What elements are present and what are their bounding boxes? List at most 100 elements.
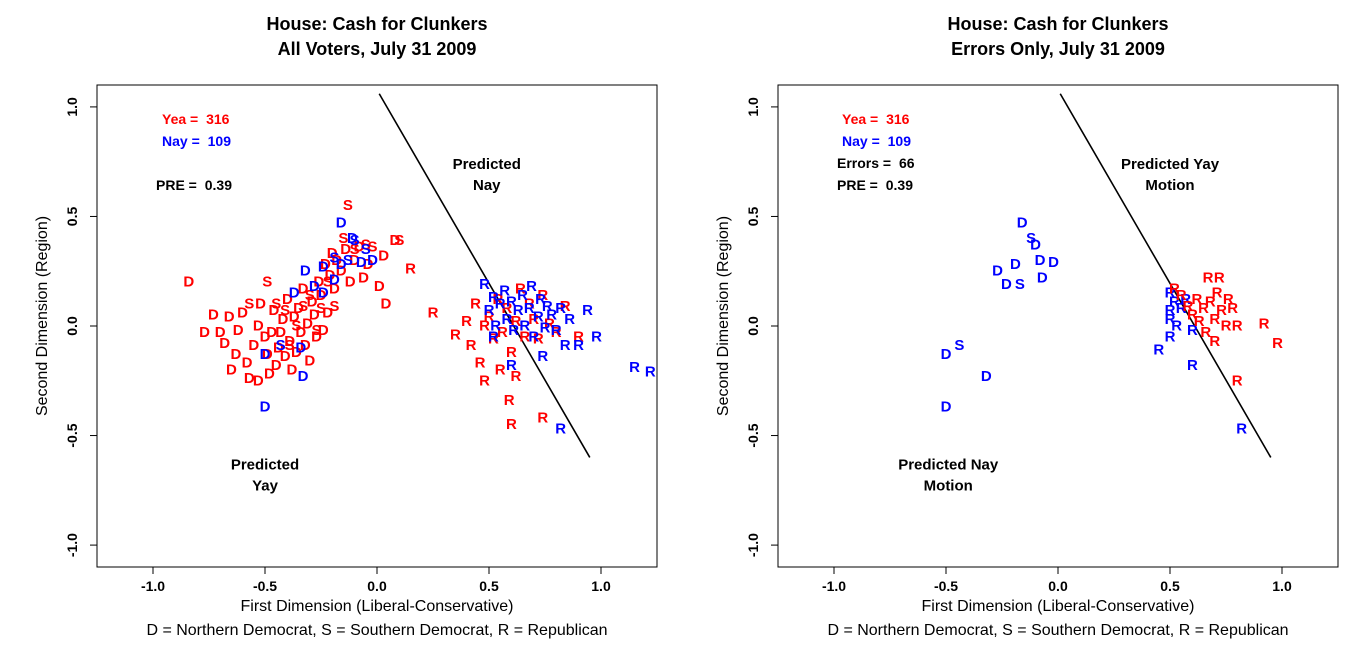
data-point: D xyxy=(363,256,374,273)
data-point: D xyxy=(367,252,378,269)
x-tick-label: 0.0 xyxy=(1048,578,1068,594)
y-tick-label: 0.5 xyxy=(64,207,80,227)
data-point: D xyxy=(215,324,226,341)
x-tick-label: 0.0 xyxy=(367,578,387,594)
chart-title-line2: Errors Only, July 31 2009 xyxy=(951,39,1165,59)
data-points: DDD D DDD DDDDSSSRRRRRRRRRRRRRRRRRRRRRRRRRR… xyxy=(941,215,1284,438)
chart-panel-all-voters: House: Cash for Clunkers All Voters, Jul… xyxy=(34,14,658,639)
data-point: S xyxy=(350,232,360,249)
data-point: D xyxy=(329,280,340,297)
data-point: R xyxy=(484,309,495,326)
data-point: D xyxy=(269,302,280,319)
data-point: D xyxy=(347,230,358,247)
data-point: R xyxy=(645,364,656,381)
data-point: S xyxy=(343,197,353,214)
region-label-lower-line1: Predicted xyxy=(231,456,299,473)
data-point: D xyxy=(219,335,230,352)
y-axis-label: Second Dimension (Region) xyxy=(715,216,732,416)
legend: Yea = 316 Nay = 109 PRE = 0.39 xyxy=(156,111,232,193)
y-tick-label: -1.0 xyxy=(64,533,80,557)
y-axis-label: Second Dimension (Region) xyxy=(34,216,51,416)
data-point: D xyxy=(291,344,302,361)
data-point: R xyxy=(506,293,517,310)
region-label-lower-line2: Motion xyxy=(924,477,973,494)
data-point: D xyxy=(381,296,392,313)
y-tick-label: 1.0 xyxy=(64,97,80,117)
data-point: D xyxy=(260,328,271,345)
axis-tick-labels: -1.0 -0.5 0.0 0.5 1.0 -1.0 -0.5 0.0 0.5 1.0 xyxy=(745,97,1292,594)
data-point: D xyxy=(280,348,291,365)
data-point: S xyxy=(291,318,301,335)
data-point: R xyxy=(573,337,584,354)
data-point: D xyxy=(336,256,347,273)
data-point: D xyxy=(327,245,338,262)
data-point: S xyxy=(394,232,404,249)
data-point: D xyxy=(199,324,210,341)
data-point: R xyxy=(1216,302,1227,319)
data-point: R xyxy=(524,300,535,317)
data-point: D xyxy=(260,399,271,416)
data-point: D xyxy=(242,355,253,372)
data-point: R xyxy=(1180,291,1191,308)
data-point: S xyxy=(312,322,322,339)
data-point: D xyxy=(1035,252,1046,269)
data-point: D xyxy=(262,346,273,363)
data-point: D xyxy=(325,267,336,284)
data-point: D xyxy=(389,232,400,249)
data-point: R xyxy=(405,261,416,278)
data-point: D xyxy=(1017,215,1028,232)
x-axis-label: First Dimension (Liberal-Conservative) xyxy=(241,598,514,615)
data-point: D xyxy=(183,274,194,291)
data-point: D xyxy=(248,337,259,354)
data-point: R xyxy=(1221,318,1232,335)
data-point: R xyxy=(560,298,571,315)
data-point: R xyxy=(461,313,472,330)
data-point: R xyxy=(488,328,499,345)
data-point: D xyxy=(286,361,297,378)
data-point: R xyxy=(479,276,490,293)
data-point: R xyxy=(1259,315,1270,332)
data-point: R xyxy=(537,410,548,427)
data-point: S xyxy=(271,296,281,313)
data-point: R xyxy=(1232,318,1243,335)
data-point: R xyxy=(1165,302,1176,319)
x-tick-label: 1.0 xyxy=(1272,578,1292,594)
data-point: R xyxy=(526,278,537,295)
region-label-upper-line1: Predicted Yay xyxy=(1121,156,1220,173)
data-point: D xyxy=(336,263,347,280)
data-point: D xyxy=(318,322,329,339)
data-point: D xyxy=(230,346,241,363)
data-point: R xyxy=(519,328,530,345)
data-point: R xyxy=(499,282,510,299)
data-point: R xyxy=(533,309,544,326)
data-point: R xyxy=(1205,293,1216,310)
data-point: R xyxy=(506,344,517,361)
chart-panel-errors-only: House: Cash for Clunkers Errors Only, Ju… xyxy=(715,14,1339,639)
data-point: D xyxy=(349,252,360,269)
data-point: S xyxy=(280,302,290,319)
data-point: D xyxy=(981,368,992,385)
data-point: R xyxy=(428,304,439,321)
data-point: R xyxy=(524,296,535,313)
data-point: R xyxy=(560,337,571,354)
region-label-lower-line2: Yay xyxy=(252,477,279,494)
y-tick-label: -1.0 xyxy=(745,533,761,557)
axis-ticks xyxy=(771,106,1283,574)
data-point: D xyxy=(244,370,255,387)
data-point: D xyxy=(226,361,237,378)
data-point: R xyxy=(542,298,553,315)
data-point: R xyxy=(551,322,562,339)
data-point: R xyxy=(582,302,593,319)
data-point: R xyxy=(1194,313,1205,330)
data-point: R xyxy=(1176,300,1187,317)
y-tick-label: -0.5 xyxy=(64,423,80,447)
data-point: D xyxy=(316,287,327,304)
legend-pre: PRE = 0.39 xyxy=(156,177,232,193)
legend: Yea = 316 Nay = 109 Errors = 66 PRE = 0.… xyxy=(837,111,915,193)
data-point: D xyxy=(298,368,309,385)
data-point: S xyxy=(368,239,378,256)
data-point: R xyxy=(1169,293,1180,310)
data-point: R xyxy=(517,287,528,304)
data-point: S xyxy=(329,298,339,315)
x-tick-label: -1.0 xyxy=(141,578,165,594)
